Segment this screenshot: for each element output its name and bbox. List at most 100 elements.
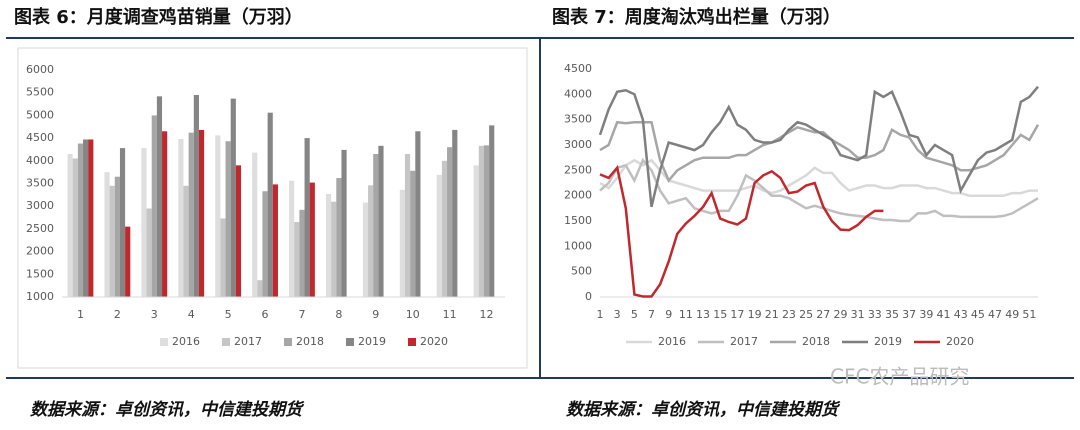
x-tick-label: 2: [114, 308, 121, 321]
x-tick-label: 39: [919, 308, 933, 321]
bar: [67, 153, 73, 297]
x-tick-label: 21: [765, 308, 779, 321]
bar: [331, 201, 337, 297]
legend-label: 2018: [802, 335, 830, 348]
x-tick-label: 47: [988, 308, 1002, 321]
x-tick-label: 5: [631, 308, 638, 321]
x-tick-label: 9: [372, 308, 379, 321]
bar: [399, 189, 405, 297]
x-tick-label: 33: [868, 308, 882, 321]
x-tick-label: 37: [902, 308, 916, 321]
bar: [325, 193, 332, 297]
y-tick-label: 3500: [564, 113, 592, 126]
x-tick-label: 3: [614, 308, 621, 321]
bar: [151, 115, 157, 298]
bar: [141, 148, 147, 297]
x-tick-label: 45: [971, 308, 985, 321]
legend-label: 2019: [874, 335, 902, 348]
legend-swatch: [408, 338, 416, 346]
x-tick-label: 12: [480, 308, 494, 321]
bar: [404, 153, 411, 297]
legend-label: 2020: [946, 335, 974, 348]
bar: [230, 98, 236, 298]
chart-title: 图表 7：周度淘汰鸡出栏量（万羽）: [552, 6, 841, 28]
x-tick-label: 3: [151, 308, 158, 321]
bar: [119, 148, 126, 297]
x-tick-label: 17: [730, 308, 744, 321]
bar: [267, 112, 273, 298]
legend-swatch: [346, 338, 354, 346]
y-tick-label: 3500: [26, 177, 54, 190]
x-tick-label: 23: [782, 308, 796, 321]
y-tick-label: 3000: [26, 199, 54, 212]
x-tick-label: 11: [679, 308, 693, 321]
bar: [410, 170, 416, 297]
source: 数据来源：卓创资讯，中信建投期货: [566, 400, 841, 420]
bar: [77, 143, 84, 297]
bar: [225, 141, 231, 297]
x-tick-label: 31: [851, 308, 865, 321]
bar: [299, 209, 305, 297]
bar: [473, 165, 479, 297]
bar: [178, 139, 184, 297]
bar: [489, 125, 495, 297]
x-tick-label: 4: [188, 308, 195, 321]
x-tick-label: 29: [833, 308, 847, 321]
bar: [478, 145, 484, 297]
x-tick-label: 35: [885, 308, 899, 321]
chart-title: 图表 6：月度调查鸡苗销量（万羽）: [14, 6, 303, 28]
bar: [188, 132, 194, 297]
x-tick-label: 49: [1005, 308, 1019, 321]
bar: [104, 172, 110, 297]
bar: [304, 138, 310, 297]
x-tick-label: 8: [335, 308, 342, 321]
x-tick-label: 41: [937, 308, 951, 321]
y-tick-label: 6000: [26, 63, 54, 76]
bar: [441, 160, 448, 297]
y-tick-label: 1000: [26, 290, 54, 303]
bar: [341, 149, 347, 297]
bar: [452, 129, 458, 297]
y-tick-label: 4000: [26, 154, 54, 167]
x-tick-label: 5: [225, 308, 232, 321]
bar: [183, 185, 189, 297]
x-tick-label: 25: [799, 308, 813, 321]
bar: [262, 191, 268, 297]
y-tick-label: 1500: [26, 267, 54, 280]
x-tick-label: 13: [696, 308, 710, 321]
bar: [294, 222, 300, 297]
watermark: CFC农产品研究: [830, 365, 969, 389]
bar: [362, 202, 369, 297]
y-tick-label: 1000: [564, 239, 592, 252]
legend-label: 2016: [658, 335, 686, 348]
y-tick-label: 2000: [564, 189, 592, 202]
legend-label: 2019: [358, 335, 386, 348]
bar: [72, 158, 78, 297]
line: [598, 85, 1039, 208]
x-tick-label: 15: [713, 308, 727, 321]
y-tick-label: 2500: [564, 163, 592, 176]
y-tick-label: 500: [571, 265, 592, 278]
x-tick-label: 11: [443, 308, 457, 321]
y-tick-label: 2500: [26, 222, 54, 235]
bar: [83, 139, 89, 297]
bar: [336, 178, 342, 297]
chart-frame: [17, 47, 528, 369]
y-tick-label: 2000: [26, 245, 54, 258]
bar: [309, 182, 315, 297]
bar: [368, 185, 374, 297]
bar: [447, 147, 453, 297]
y-tick-label: 0: [585, 290, 592, 303]
legend-label: 2020: [420, 335, 448, 348]
legend-swatch: [222, 338, 230, 346]
x-tick-label: 9: [665, 308, 672, 321]
legend-label: 2016: [172, 335, 200, 348]
line: [599, 157, 1039, 223]
x-tick-label: 1: [597, 308, 604, 321]
bar: [220, 218, 226, 297]
bar: [215, 135, 221, 297]
bar: [114, 176, 120, 297]
bar: [198, 129, 205, 297]
bar: [436, 174, 442, 297]
